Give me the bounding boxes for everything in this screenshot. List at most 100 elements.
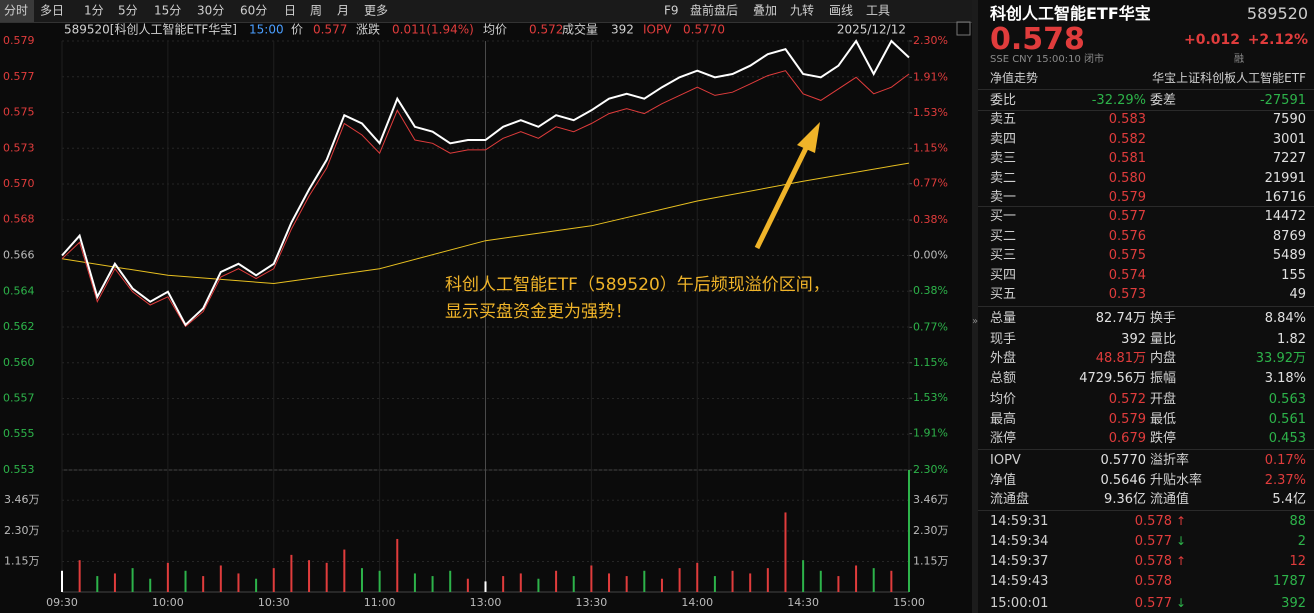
volume-bar — [396, 538, 399, 592]
book-price: 0.583 — [1108, 111, 1146, 127]
book-volume: 7227 — [1272, 150, 1306, 166]
divider[interactable]: » — [972, 0, 978, 613]
volume-bar — [202, 576, 205, 592]
y2-tick-label: 0.00% — [913, 249, 948, 262]
header-change: 0.011(1.94%) — [392, 23, 474, 37]
x-tick-label: 13:30 — [576, 596, 608, 609]
book-level: 卖四 — [990, 131, 1017, 147]
trade-price: 0.578 — [1134, 553, 1172, 569]
trade-time: 14:59:43 — [990, 573, 1049, 589]
volume-bar — [184, 570, 187, 592]
toolbar-item[interactable]: 日 — [284, 4, 296, 18]
collapse-icon[interactable]: » — [972, 316, 979, 327]
y-tick-label: 0.566 — [3, 249, 35, 262]
header-avg: 0.572 — [529, 23, 563, 37]
toolbar-item[interactable]: 多日 — [40, 4, 64, 18]
volume-bar — [608, 573, 611, 592]
toolbar-item[interactable]: 分时 — [4, 4, 28, 18]
toolbar-item[interactable]: 月 — [337, 4, 349, 18]
header-volume: 392 — [611, 23, 634, 37]
volume-bar — [766, 568, 769, 592]
trade-volume: 392 — [1281, 595, 1306, 611]
separator — [978, 449, 1314, 450]
stat-value: 4729.56万 — [1079, 370, 1146, 386]
toolbar-item[interactable]: 5分 — [118, 4, 138, 18]
stat-label: 换手 — [1150, 310, 1177, 326]
volume-bar — [660, 578, 663, 592]
toolbar-item[interactable]: 九转 — [790, 3, 814, 18]
separator — [978, 89, 1314, 90]
book-volume: 21991 — [1264, 170, 1306, 186]
volume-bar — [378, 570, 381, 592]
trade-arrow: ↑ — [1175, 514, 1186, 528]
toolbar-item[interactable]: 1分 — [84, 4, 104, 18]
toolbar-item[interactable]: 周 — [310, 4, 322, 18]
volume-bar — [749, 573, 752, 592]
book-volume: 16716 — [1264, 189, 1306, 205]
annotation: 显示买盘资金更为强势！ — [445, 302, 632, 322]
header-volume-label: 成交量 — [562, 22, 598, 37]
y-tick-label: 0.579 — [3, 34, 35, 47]
volume-bar — [413, 573, 416, 592]
y2-tick-label: 0.38% — [913, 213, 948, 226]
book-volume: 8769 — [1272, 228, 1306, 244]
trade-time: 14:59:34 — [990, 533, 1049, 549]
toolbar-item[interactable]: 叠加 — [753, 4, 777, 18]
market-meta: SSE CNY 15:00:10 闭市 — [990, 54, 1105, 65]
y-tick-label: 0.557 — [3, 392, 35, 405]
volume-tick-label: 1.15万 — [913, 555, 949, 568]
volume-bar — [255, 578, 258, 592]
volume-bar — [537, 578, 540, 592]
toolbar-item[interactable]: 工具 — [866, 4, 890, 18]
volume-bar — [360, 568, 363, 592]
x-tick-label: 10:00 — [152, 596, 184, 609]
volume-bar — [308, 560, 311, 592]
book-price: 0.579 — [1108, 189, 1146, 205]
toolbar-item[interactable]: 画线 — [829, 4, 853, 18]
stat-value: 0.679 — [1108, 430, 1146, 446]
book-level: 卖三 — [990, 150, 1017, 166]
price-change-pct: +2.12% — [1247, 32, 1308, 48]
wp-icon[interactable] — [956, 21, 971, 36]
order-ratio-value: -32.29% — [1091, 92, 1146, 108]
toolbar-item[interactable]: 盘前盘后 — [690, 3, 738, 18]
book-level: 买五 — [990, 286, 1017, 302]
security-name: 科创人工智能ETF华宝 — [990, 4, 1151, 23]
volume-bar — [166, 562, 169, 592]
separator — [978, 206, 1314, 207]
price-change: +0.012 — [1183, 32, 1240, 48]
volume-bar — [837, 576, 840, 592]
volume-bar — [819, 570, 822, 592]
separator — [978, 510, 1314, 511]
stat-value: 392 — [1121, 331, 1146, 347]
volume-bar — [325, 562, 328, 592]
volume-bar — [678, 568, 681, 592]
trade-price: 0.577 — [1134, 533, 1172, 549]
x-tick-label: 14:30 — [787, 596, 819, 609]
book-level: 卖一 — [990, 189, 1017, 205]
header-time: 15:00 — [249, 23, 284, 37]
volume-bar — [625, 576, 628, 592]
book-price: 0.576 — [1108, 228, 1146, 244]
y2-tick-label: 1.53% — [913, 391, 948, 404]
book-level: 买一 — [990, 208, 1017, 224]
volume-bar — [519, 573, 522, 592]
y-tick-label: 0.553 — [3, 463, 35, 476]
toolbar-item[interactable]: 30分 — [197, 4, 224, 18]
stat-label: 均价 — [990, 391, 1017, 407]
toolbar-item[interactable]: 15分 — [154, 4, 181, 18]
trade-price: 0.578 — [1134, 513, 1172, 529]
volume-bar — [572, 576, 575, 592]
price-line — [61, 162, 910, 285]
price-line — [61, 39, 910, 327]
order-ratio-label: 委比 — [990, 92, 1017, 108]
book-level: 卖二 — [990, 170, 1017, 186]
stat-label: 内盘 — [1150, 350, 1177, 366]
volume-bar — [502, 576, 505, 592]
toolbar-item[interactable]: 更多 — [364, 4, 388, 18]
toolbar-item[interactable]: F9 — [664, 4, 679, 18]
toolbar-item[interactable]: 60分 — [240, 4, 267, 18]
y-tick-label: 0.577 — [3, 70, 35, 83]
chart: 科创人工智能ETF（589520）午后频现溢价区间， 显示买盘资金更为强势！ 分… — [0, 0, 972, 609]
